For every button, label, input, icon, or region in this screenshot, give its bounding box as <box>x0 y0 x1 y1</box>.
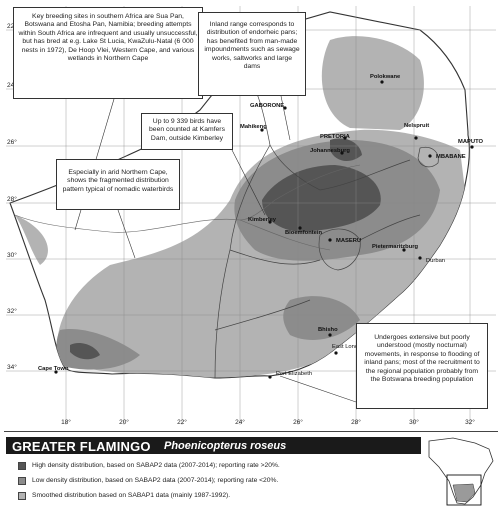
legend-label-low: Low density distribution, based on SABAP… <box>32 477 279 484</box>
species-common-name: GREATER FLAMINGO <box>12 439 151 454</box>
city-bhisho: Bhisho <box>318 327 338 333</box>
callout-northern-cape: Especially in arid Northern Cape, shows … <box>56 159 180 210</box>
legend-item-high-density: High density distribution, based on SABA… <box>18 460 418 471</box>
city-cape-town: Cape Town <box>38 366 69 372</box>
lesotho-border <box>318 228 361 271</box>
inset-south-africa-fill <box>452 483 476 503</box>
callout-breeding-text: Key breeding sites in southern Africa ar… <box>18 13 198 63</box>
city-port-elizabeth: Port Elizabeth <box>276 371 312 377</box>
city-polokwane: Polokwane <box>370 74 401 80</box>
species-title-bar: GREATER FLAMINGO Phoenicopterus roseus <box>6 437 421 454</box>
legend-item-low-density: Low density distribution, based on SABAP… <box>18 475 418 486</box>
callout-inland-text: Inland range corresponds to distribution… <box>204 21 300 71</box>
lat-label-32: 32° <box>7 307 17 315</box>
lat-label-30: 30° <box>7 251 17 259</box>
lon-label-24: 24° <box>235 418 245 426</box>
lon-label-32: 32° <box>465 418 475 426</box>
lat-label-24: 24° <box>7 81 17 89</box>
city-bloemfontein: Bloemfontein <box>285 230 322 236</box>
legend-label-high: High density distribution, based on SABA… <box>32 462 280 469</box>
inset-extent-box <box>446 474 482 506</box>
port-elizabeth-marker <box>268 375 272 379</box>
nelspruit-marker <box>414 136 418 140</box>
gaborone-marker <box>283 106 287 110</box>
provincial-border-3 <box>319 159 411 191</box>
city-maputo: MAPUTO <box>458 139 484 145</box>
city-pietermaritzburg: Pietermaritzburg <box>372 244 419 250</box>
legend-swatch-high <box>18 462 26 470</box>
kimberley-marker <box>268 220 272 224</box>
legend-item-smoothed: Smoothed distribution based on SABAP1 da… <box>18 490 418 501</box>
maputo-marker <box>470 145 474 149</box>
lon-label-22: 22° <box>177 418 187 426</box>
borders <box>214 59 439 379</box>
legend-label-smoothed: Smoothed distribution based on SABAP1 da… <box>32 492 231 499</box>
legend-swatch-low <box>18 477 26 485</box>
lat-label-28: 28° <box>7 195 17 203</box>
city-east-london: East London <box>332 344 365 350</box>
high-density-gauteng <box>330 138 362 162</box>
provincial-border-4 <box>359 214 421 241</box>
callout-inland-range: Inland range corresponds to distribution… <box>198 12 306 96</box>
johannesburg-marker <box>340 151 344 155</box>
city-johannesburg: Johannesburg <box>310 148 350 154</box>
orange-river <box>14 214 331 251</box>
pietermaritzburg-marker <box>402 248 406 252</box>
cape-town-marker <box>54 370 58 374</box>
durban-marker <box>418 256 422 260</box>
species-scientific-name: Phoenicopterus roseus <box>164 440 287 452</box>
legend-swatch-smoothed <box>18 492 26 500</box>
provincial-border-5 <box>229 249 321 265</box>
lat-label-26: 26° <box>7 138 17 146</box>
lat-label-22: 22° <box>7 22 17 30</box>
city-durban: Durban <box>426 258 445 264</box>
vaal-river <box>239 164 361 221</box>
callout-kamfers-text: Up to 9 339 birds have been counted at K… <box>149 118 225 142</box>
callout-breeding-sites: Key breeding sites in southern Africa ar… <box>13 7 203 99</box>
callout-kamfers-dam: Up to 9 339 birds have been counted at K… <box>141 113 233 150</box>
rivers <box>14 164 361 251</box>
east-london-marker <box>334 351 338 355</box>
provincial-border-6 <box>214 299 311 331</box>
africa-inset-map <box>428 437 494 506</box>
low-density-southwest <box>56 329 140 370</box>
high-density-western-cape <box>70 343 100 360</box>
lon-label-18: 18° <box>61 418 71 426</box>
eswatini-border <box>417 146 439 168</box>
lat-label-34: 34° <box>7 363 17 371</box>
city-maseru: MASERU <box>336 238 361 244</box>
callout-movements-text: Undergoes extensive but poorly understoo… <box>364 334 480 384</box>
inset-africa-outline <box>428 437 494 505</box>
low-density-east-cape <box>283 296 360 340</box>
bloemfontein-marker <box>298 226 302 230</box>
mahikeng-marker <box>260 128 264 132</box>
callout-movements: Undergoes extensive but poorly understoo… <box>356 323 488 409</box>
city-kimberley: Kimberley <box>248 217 277 223</box>
lon-label-20: 20° <box>119 418 129 426</box>
city-gaborone: GABORONE <box>250 103 284 109</box>
smoothed-distribution-north <box>321 36 424 130</box>
mbabane-marker <box>428 154 432 158</box>
lon-label-28: 28° <box>351 418 361 426</box>
smoothed-distribution-west <box>15 215 48 265</box>
callout-northern-cape-text: Especially in arid Northern Cape, shows … <box>62 169 174 193</box>
polokwane-marker <box>380 80 384 84</box>
bhisho-marker <box>328 333 332 337</box>
lon-label-26: 26° <box>293 418 303 426</box>
city-mbabane: MBABANE <box>436 154 466 160</box>
city-nelspruit: Nelspruit <box>404 123 429 129</box>
pretoria-marker <box>343 136 347 140</box>
distribution-shading <box>15 36 470 378</box>
city-mahikeng: Mahikeng <box>240 124 267 130</box>
city-pretoria: PRETORIA <box>320 134 351 140</box>
maseru-marker <box>328 238 332 242</box>
lon-label-30: 30° <box>409 418 419 426</box>
